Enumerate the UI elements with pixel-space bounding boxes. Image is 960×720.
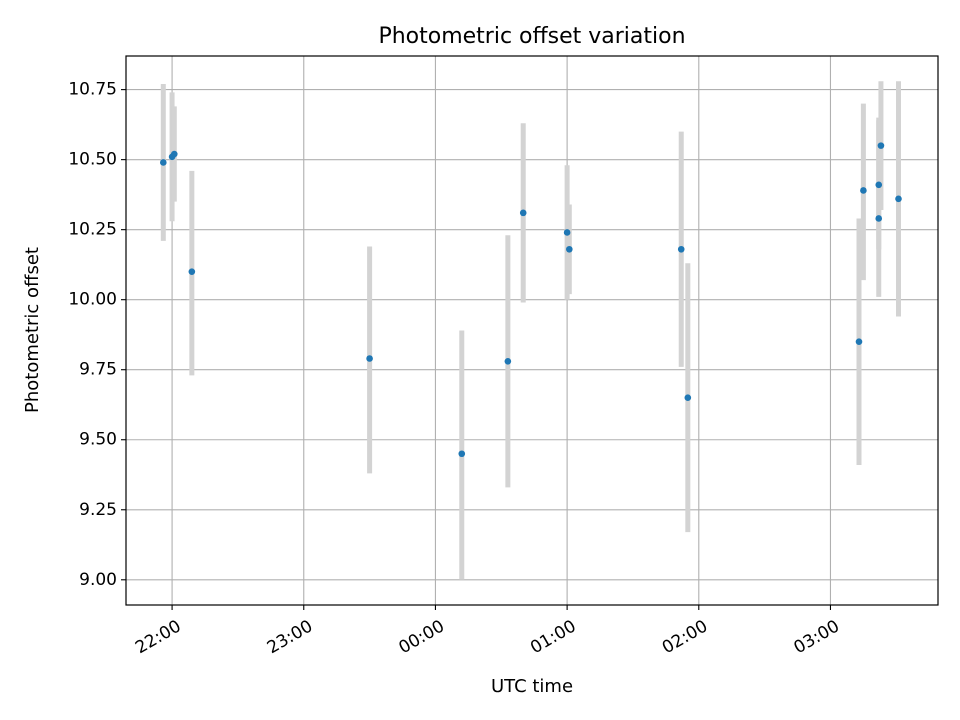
chart-title: Photometric offset variation <box>378 24 685 49</box>
data-point <box>895 195 902 203</box>
y-tick-label: 10.00 <box>68 290 117 310</box>
y-tick-label: 10.75 <box>68 80 117 100</box>
data-point <box>677 245 685 253</box>
y-tick-label: 10.50 <box>68 150 117 170</box>
data-point <box>504 358 512 365</box>
plot-frame <box>125 55 939 606</box>
data-point <box>563 229 571 236</box>
data-point <box>877 142 885 149</box>
x-axis-label: UTC time <box>491 676 573 697</box>
plot-area <box>125 55 939 606</box>
plot-background <box>126 56 938 605</box>
data-point <box>458 450 466 458</box>
data-point <box>519 209 527 217</box>
data-point <box>366 355 373 362</box>
data-point <box>875 181 883 189</box>
y-axis-ticks: 9.00 9.25 9.50 9.75 10.00 10.25 10.50 10.75 <box>68 80 126 590</box>
y-tick-label: 9.50 <box>79 430 117 450</box>
y-tick-label: 9.25 <box>79 500 117 520</box>
data-point <box>875 215 883 222</box>
data-point <box>860 187 867 194</box>
data-point <box>855 338 863 346</box>
y-tick-label: 9.00 <box>79 570 117 590</box>
y-tick-label: 10.25 <box>68 220 117 240</box>
data-point <box>170 150 178 158</box>
data-point <box>160 159 167 166</box>
grid-lines <box>126 56 938 605</box>
data-point <box>566 245 573 253</box>
y-tick-label: 9.75 <box>79 360 117 380</box>
data-point <box>188 268 196 275</box>
y-axis-label: Photometric offset <box>22 247 43 413</box>
data-point <box>684 394 692 402</box>
data-points <box>160 142 902 458</box>
